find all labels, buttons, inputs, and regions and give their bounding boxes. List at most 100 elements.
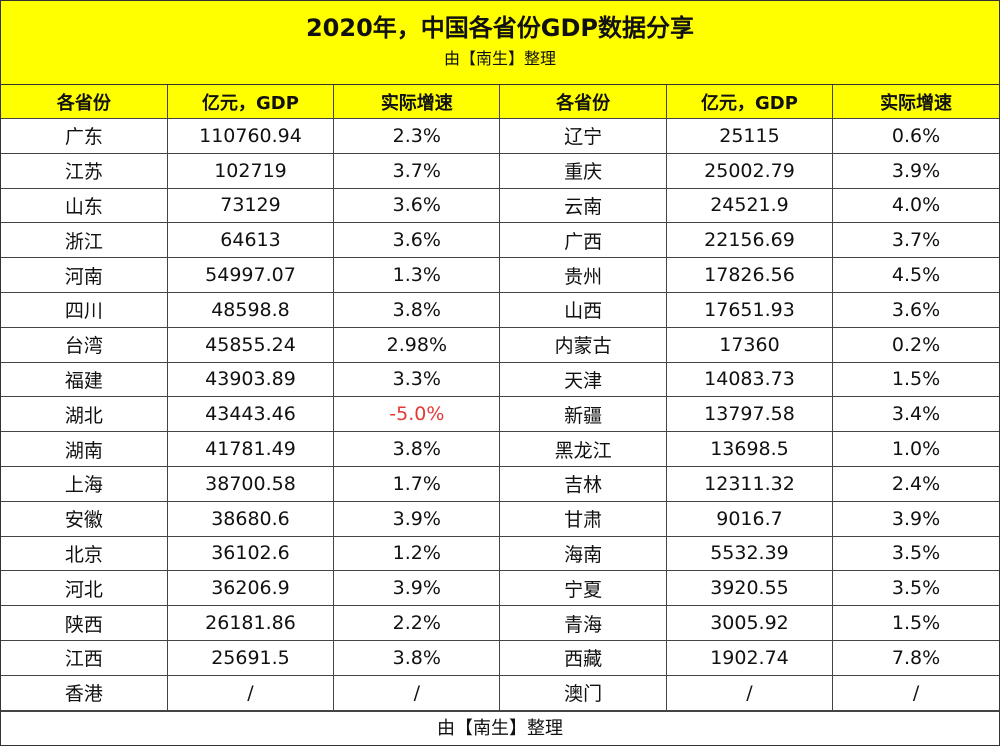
- cell-province-right: 云南: [499, 187, 667, 224]
- cell-province-right: 西藏: [499, 639, 667, 676]
- cell-growth-right: 3.5%: [832, 535, 999, 572]
- col-header-growth-right: 实际增速: [832, 85, 999, 119]
- cell-gdp-left: 26181.86: [166, 605, 335, 641]
- table-row: 浙江 64613 3.6% 广西 22156.69 3.7%: [1, 222, 999, 259]
- cell-province-left: 山东: [1, 187, 168, 224]
- cell-province-left: 北京: [1, 535, 168, 572]
- cell-gdp-left: 43443.46: [166, 396, 335, 433]
- cell-province-left: 四川: [1, 291, 168, 328]
- cell-gdp-left: 38680.6: [166, 500, 335, 537]
- table-row: 上海 38700.58 1.7% 吉林 12311.32 2.4%: [1, 465, 999, 502]
- cell-growth-left: 3.6%: [333, 222, 501, 259]
- cell-province-right: 辽宁: [499, 118, 667, 154]
- cell-growth-left: 3.9%: [333, 570, 501, 607]
- table-row: 湖北 43443.46 -5.0% 新疆 13797.58 3.4%: [1, 396, 999, 433]
- cell-gdp-left: 36102.6: [166, 535, 335, 572]
- cell-growth-right: 1.5%: [832, 605, 999, 641]
- cell-growth-right: /: [832, 674, 999, 711]
- cell-growth-right: 1.5%: [832, 361, 999, 398]
- cell-gdp-left: 102719: [166, 152, 335, 189]
- col-header-growth-left: 实际增速: [333, 85, 501, 119]
- cell-province-right: 吉林: [499, 465, 667, 502]
- cell-growth-right: 3.5%: [832, 570, 999, 607]
- page-title: 2020年，中国各省份GDP数据分享: [305, 14, 694, 42]
- cell-gdp-right: 17651.93: [665, 291, 834, 328]
- col-header-gdp-left: 亿元，GDP: [166, 85, 335, 119]
- cell-province-right: 黑龙江: [499, 431, 667, 467]
- table-row: 陕西 26181.86 2.2% 青海 3005.92 1.5%: [1, 605, 999, 641]
- cell-gdp-left: 73129: [166, 187, 335, 224]
- cell-gdp-right: 22156.69: [665, 222, 834, 259]
- cell-gdp-left: 36206.9: [166, 570, 335, 607]
- cell-growth-right: 7.8%: [832, 639, 999, 676]
- table-row: 河北 36206.9 3.9% 宁夏 3920.55 3.5%: [1, 570, 999, 607]
- cell-province-right: 新疆: [499, 396, 667, 433]
- cell-province-left: 湖北: [1, 396, 168, 433]
- cell-gdp-right: 25002.79: [665, 152, 834, 189]
- cell-province-right: 青海: [499, 605, 667, 641]
- col-header-province-left: 各省份: [1, 85, 168, 119]
- table-row: 湖南 41781.49 3.8% 黑龙江 13698.5 1.0%: [1, 431, 999, 467]
- cell-growth-right: 0.6%: [832, 118, 999, 154]
- title-block: 2020年，中国各省份GDP数据分享 由【南生】整理: [1, 1, 999, 85]
- col-header-gdp-right: 亿元，GDP: [665, 85, 834, 119]
- cell-gdp-left: 54997.07: [166, 257, 335, 293]
- cell-growth-left: 1.3%: [333, 257, 501, 293]
- cell-growth-right: 3.9%: [832, 500, 999, 537]
- cell-province-right: 宁夏: [499, 570, 667, 607]
- cell-gdp-right: 14083.73: [665, 361, 834, 398]
- cell-growth-left: 3.7%: [333, 152, 501, 189]
- cell-gdp-right: 12311.32: [665, 465, 834, 502]
- cell-province-left: 香港: [1, 674, 168, 711]
- cell-gdp-left: 110760.94: [166, 118, 335, 154]
- cell-gdp-right: 3920.55: [665, 570, 834, 607]
- table-row: 台湾 45855.24 2.98% 内蒙古 17360 0.2%: [1, 326, 999, 363]
- cell-gdp-left: 43903.89: [166, 361, 335, 398]
- cell-gdp-right: 3005.92: [665, 605, 834, 641]
- cell-province-right: 重庆: [499, 152, 667, 189]
- cell-growth-left: 2.3%: [333, 118, 501, 154]
- cell-growth-right: 4.5%: [832, 257, 999, 293]
- cell-province-right: 广西: [499, 222, 667, 259]
- cell-province-left: 陕西: [1, 605, 168, 641]
- table-row: 河南 54997.07 1.3% 贵州 17826.56 4.5%: [1, 257, 999, 293]
- cell-growth-right: 3.6%: [832, 291, 999, 328]
- cell-growth-right: 1.0%: [832, 431, 999, 467]
- cell-gdp-left: 25691.5: [166, 639, 335, 676]
- cell-gdp-left: 64613: [166, 222, 335, 259]
- cell-province-left: 江苏: [1, 152, 168, 189]
- cell-province-right: 天津: [499, 361, 667, 398]
- cell-province-left: 安徽: [1, 500, 168, 537]
- table-row: 广东 110760.94 2.3% 辽宁 25115 0.6%: [1, 118, 999, 154]
- cell-gdp-right: 13797.58: [665, 396, 834, 433]
- cell-growth-left: 1.7%: [333, 465, 501, 502]
- cell-gdp-right: 5532.39: [665, 535, 834, 572]
- cell-gdp-left: 45855.24: [166, 326, 335, 363]
- cell-gdp-left: 38700.58: [166, 465, 335, 502]
- cell-growth-left: 3.8%: [333, 291, 501, 328]
- cell-growth-left: 3.6%: [333, 187, 501, 224]
- table-row: 香港 / / 澳门 / /: [1, 674, 999, 711]
- cell-gdp-right: 24521.9: [665, 187, 834, 224]
- table-row: 四川 48598.8 3.8% 山西 17651.93 3.6%: [1, 291, 999, 328]
- gdp-table: 各省份 亿元，GDP 实际增速 各省份 亿元，GDP 实际增速 广东 110760…: [1, 85, 999, 711]
- cell-province-right: 海南: [499, 535, 667, 572]
- cell-growth-left: 3.8%: [333, 431, 501, 467]
- table-row: 江西 25691.5 3.8% 西藏 1902.74 7.8%: [1, 639, 999, 676]
- cell-province-left: 湖南: [1, 431, 168, 467]
- cell-gdp-left: 48598.8: [166, 291, 335, 328]
- cell-province-left: 浙江: [1, 222, 168, 259]
- cell-province-left: 福建: [1, 361, 168, 398]
- cell-gdp-right: /: [665, 674, 834, 711]
- table-body: 广东 110760.94 2.3% 辽宁 25115 0.6% 江苏 102719 3.7% 重庆…: [1, 118, 999, 711]
- cell-gdp-right: 17826.56: [665, 257, 834, 293]
- cell-province-left: 台湾: [1, 326, 168, 363]
- cell-growth-left: 3.8%: [333, 639, 501, 676]
- cell-gdp-left: 41781.49: [166, 431, 335, 467]
- cell-growth-right: 3.9%: [832, 152, 999, 189]
- cell-gdp-right: 1902.74: [665, 639, 834, 676]
- cell-province-left: 江西: [1, 639, 168, 676]
- table-row: 安徽 38680.6 3.9% 甘肃 9016.7 3.9%: [1, 500, 999, 537]
- table-row: 山东 73129 3.6% 云南 24521.9 4.0%: [1, 187, 999, 224]
